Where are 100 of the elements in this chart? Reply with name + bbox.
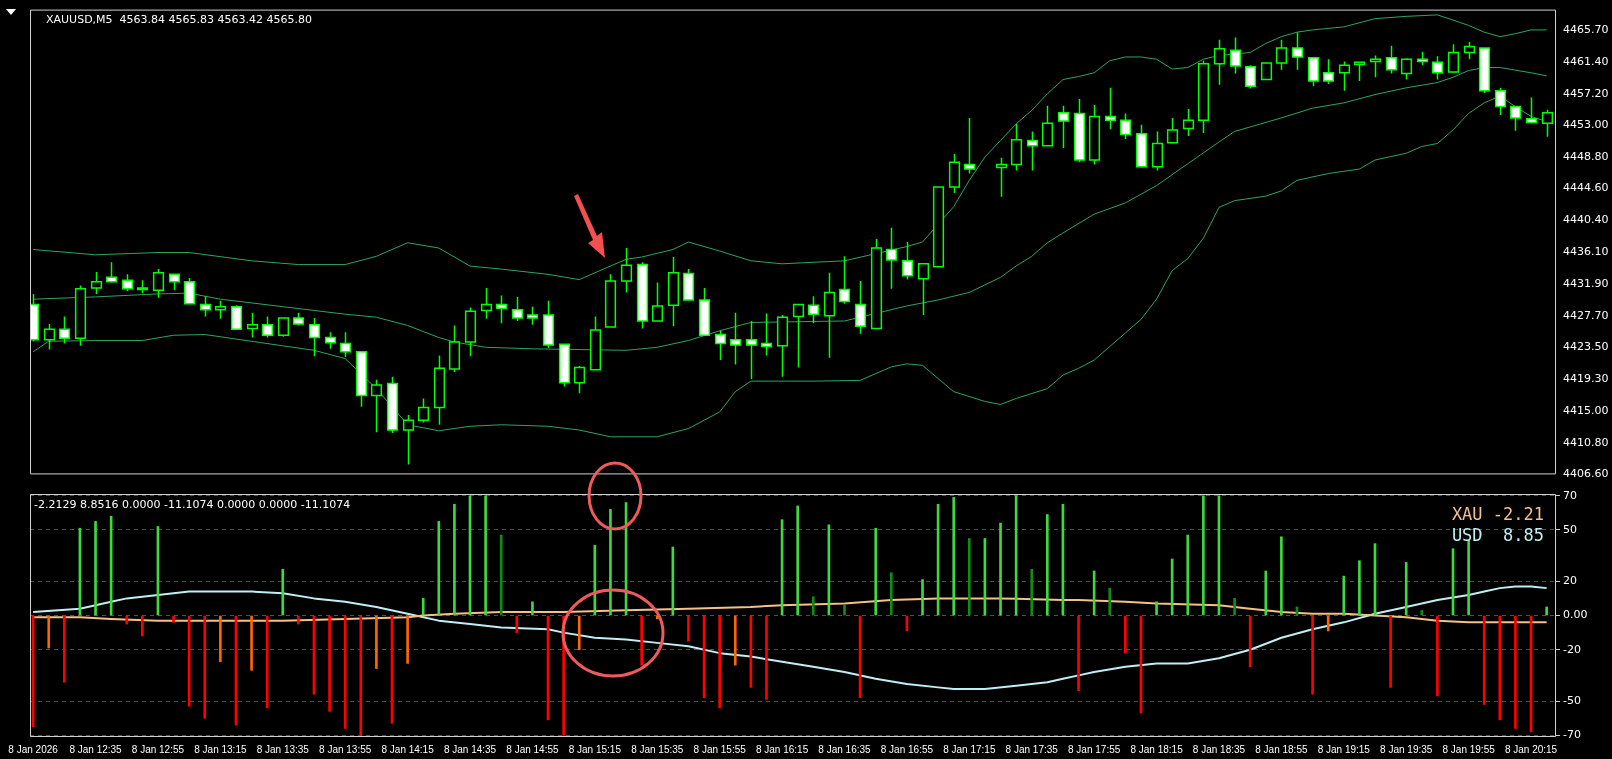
- bar: [1030, 568, 1034, 616]
- y-tick-label: 4423.50: [1563, 340, 1609, 354]
- x-tick-label: 8 Jan 20:15: [1504, 743, 1558, 755]
- bar: [1342, 575, 1346, 616]
- candlestick: [573, 365, 586, 394]
- chart-title: -2.2129 8.8516 0.0000 -11.1074 0.0000 0.0000 -11.1074: [34, 497, 351, 511]
- candlestick: [1151, 130, 1164, 172]
- bar: [1155, 601, 1158, 616]
- candlestick: [417, 397, 430, 424]
- x-tick-label: 8 Jan 17:55: [1068, 743, 1121, 755]
- bar: [577, 615, 581, 651]
- y-tick-label: 50: [1563, 522, 1577, 536]
- bar: [640, 615, 643, 666]
- bar: [343, 615, 347, 729]
- bar: [1077, 615, 1080, 692]
- candlestick: [1541, 108, 1554, 138]
- candlestick: [1026, 130, 1039, 172]
- candlestick: [308, 317, 321, 358]
- y-tick-label: 4448.80: [1563, 149, 1609, 163]
- candlestick: [620, 247, 633, 294]
- x-tick-label: 8 Jan 17:35: [1005, 743, 1059, 755]
- candlestick: [261, 315, 274, 339]
- bar: [765, 615, 768, 700]
- candlestick: [495, 294, 508, 324]
- candlestick: [1119, 112, 1132, 140]
- bar: [499, 534, 503, 616]
- y-tick-label: -70: [1563, 728, 1581, 742]
- candlestick: [1182, 108, 1195, 137]
- bar: [1404, 562, 1408, 616]
- x-tick-label: 8 Jan 19:55: [1442, 743, 1496, 755]
- bar: [1389, 615, 1392, 688]
- bar: [1326, 615, 1330, 632]
- x-tick-label: 8 Jan 13:35: [256, 743, 310, 755]
- bar: [733, 615, 737, 666]
- bar: [687, 615, 690, 642]
- x-tick-label: 8 Jan 19:15: [1317, 743, 1371, 755]
- y-tick-label: 4465.70: [1563, 22, 1609, 36]
- chart-title: XAUUSD,M5 4563.84 4565.83 4563.42 4565.80: [46, 13, 313, 27]
- bar: [359, 615, 363, 736]
- candlestick: [370, 378, 383, 434]
- bar: [843, 604, 846, 616]
- bar: [952, 497, 956, 616]
- x-tick-label: 8 Jan 2026: [8, 743, 59, 755]
- candlestick: [714, 330, 727, 361]
- x-tick-label: 8 Jan 14:55: [506, 743, 559, 755]
- x-tick-label: 8 Jan 15:35: [631, 743, 684, 755]
- candlestick: [760, 312, 773, 357]
- candlestick: [807, 295, 820, 324]
- bar: [437, 521, 441, 616]
- y-tick-label: -50: [1563, 693, 1581, 707]
- y-tick-label: 4415.00: [1563, 404, 1609, 418]
- bar: [1514, 615, 1517, 729]
- bar: [1467, 539, 1470, 616]
- bar: [141, 615, 144, 637]
- candlestick: [854, 280, 867, 335]
- bar: [172, 615, 175, 623]
- candlestick: [995, 157, 1008, 198]
- candlestick: [729, 311, 742, 366]
- x-tick-label: 8 Jan 14:15: [381, 743, 435, 755]
- bar: [718, 615, 721, 709]
- bar: [47, 615, 51, 649]
- candlestick: [339, 331, 352, 358]
- x-tick-label: 8 Jan 12:55: [131, 743, 185, 755]
- bar: [1420, 610, 1424, 616]
- x-tick-label: 8 Jan 13:15: [194, 743, 247, 755]
- bar: [999, 522, 1002, 616]
- candlestick: [1213, 38, 1226, 86]
- bar: [328, 615, 331, 712]
- bar: [219, 615, 222, 663]
- y-tick-label: 4431.90: [1563, 276, 1609, 290]
- candlestick: [1229, 36, 1242, 75]
- y-tick-label: 4461.40: [1563, 55, 1609, 69]
- y-tick-label: 4419.30: [1563, 371, 1609, 385]
- candlestick: [214, 299, 227, 320]
- candlestick: [183, 277, 196, 305]
- y-tick-label: 4440.40: [1563, 213, 1609, 227]
- bar: [921, 579, 924, 616]
- x-tick-label: 8 Jan 18:55: [1255, 743, 1308, 755]
- y-tick-label: 4436.10: [1563, 245, 1609, 259]
- y-tick-label: 70: [1563, 488, 1577, 502]
- candlestick: [885, 226, 898, 290]
- candlestick: [1353, 61, 1366, 82]
- bar: [531, 601, 534, 616]
- candlestick: [1307, 56, 1320, 88]
- y-tick-label: 0.00: [1563, 608, 1588, 622]
- x-tick-label: 8 Jan 12:35: [69, 743, 123, 755]
- bar: [1124, 615, 1127, 654]
- candlestick: [838, 255, 851, 305]
- x-tick-label: 8 Jan 14:35: [443, 743, 497, 755]
- candlestick: [1291, 31, 1304, 71]
- x-tick-label: 8 Jan 16:55: [880, 743, 934, 755]
- bar: [94, 521, 97, 616]
- y-tick-label: 4406.60: [1563, 467, 1609, 481]
- bar: [515, 615, 519, 633]
- y-tick-label: 4457.20: [1563, 86, 1609, 100]
- bar: [63, 615, 66, 683]
- candlestick: [1041, 105, 1054, 147]
- candlestick: [230, 304, 243, 330]
- x-tick-label: 8 Jan 19:35: [1380, 743, 1433, 755]
- x-tick-label: 8 Jan 15:55: [693, 743, 747, 755]
